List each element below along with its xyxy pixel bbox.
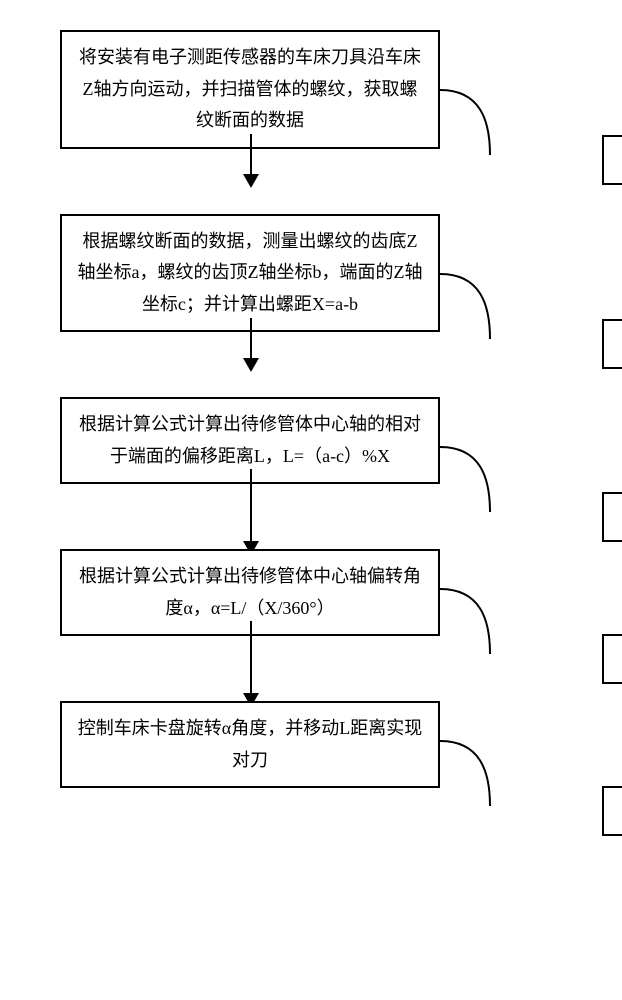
arrow-4-5 [250, 621, 252, 705]
step-box-1: 将安装有电子测距传感器的车床刀具沿车床Z轴方向运动，并扫描管体的螺纹，获取螺纹断… [60, 30, 440, 149]
step-text-1: 将安装有电子测距传感器的车床刀具沿车床Z轴方向运动，并扫描管体的螺纹，获取螺纹断… [79, 47, 421, 130]
flowchart-container: 将安装有电子测距传感器的车床刀具沿车床Z轴方向运动，并扫描管体的螺纹，获取螺纹断… [0, 0, 622, 883]
step-text-3: 根据计算公式计算出待修管体中心轴的相对于端面的偏移距离L，L=（a-c）%X [79, 414, 421, 466]
step-container-5: 控制车床卡盘旋转α角度，并移动L距离实现对刀 S5 [60, 701, 572, 788]
step-box-2: 根据螺纹断面的数据，测量出螺纹的齿底Z轴坐标a，螺纹的齿顶Z轴坐标b，端面的Z轴… [60, 214, 440, 333]
connector-curve-4 [440, 579, 550, 714]
step-box-5: 控制车床卡盘旋转α角度，并移动L距离实现对刀 [60, 701, 440, 788]
step-container-4: 根据计算公式计算出待修管体中心轴偏转角度α，α=L/（X/360°） S4 [60, 549, 572, 636]
step-label-5: S5 [602, 786, 622, 836]
connector-curve-1 [440, 80, 550, 215]
arrow-2-3 [250, 318, 252, 370]
step-label-4: S4 [602, 634, 622, 684]
step-label-1: S1 [602, 135, 622, 185]
step-label-2: S2 [602, 319, 622, 369]
arrow-3-4 [250, 469, 252, 553]
step-text-2: 根据螺纹断面的数据，测量出螺纹的齿底Z轴坐标a，螺纹的齿顶Z轴坐标b，端面的Z轴… [78, 231, 423, 314]
step-container-3: 根据计算公式计算出待修管体中心轴的相对于端面的偏移距离L，L=（a-c）%X S… [60, 397, 572, 484]
step-label-3: S3 [602, 492, 622, 542]
step-container-1: 将安装有电子测距传感器的车床刀具沿车床Z轴方向运动，并扫描管体的螺纹，获取螺纹断… [60, 30, 572, 149]
connector-curve-5 [440, 731, 550, 866]
step-container-2: 根据螺纹断面的数据，测量出螺纹的齿底Z轴坐标a，螺纹的齿顶Z轴坐标b，端面的Z轴… [60, 214, 572, 333]
step-text-4: 根据计算公式计算出待修管体中心轴偏转角度α，α=L/（X/360°） [79, 566, 421, 618]
connector-curve-2 [440, 264, 550, 399]
step-text-5: 控制车床卡盘旋转α角度，并移动L距离实现对刀 [78, 718, 422, 770]
arrow-1-2 [250, 134, 252, 186]
